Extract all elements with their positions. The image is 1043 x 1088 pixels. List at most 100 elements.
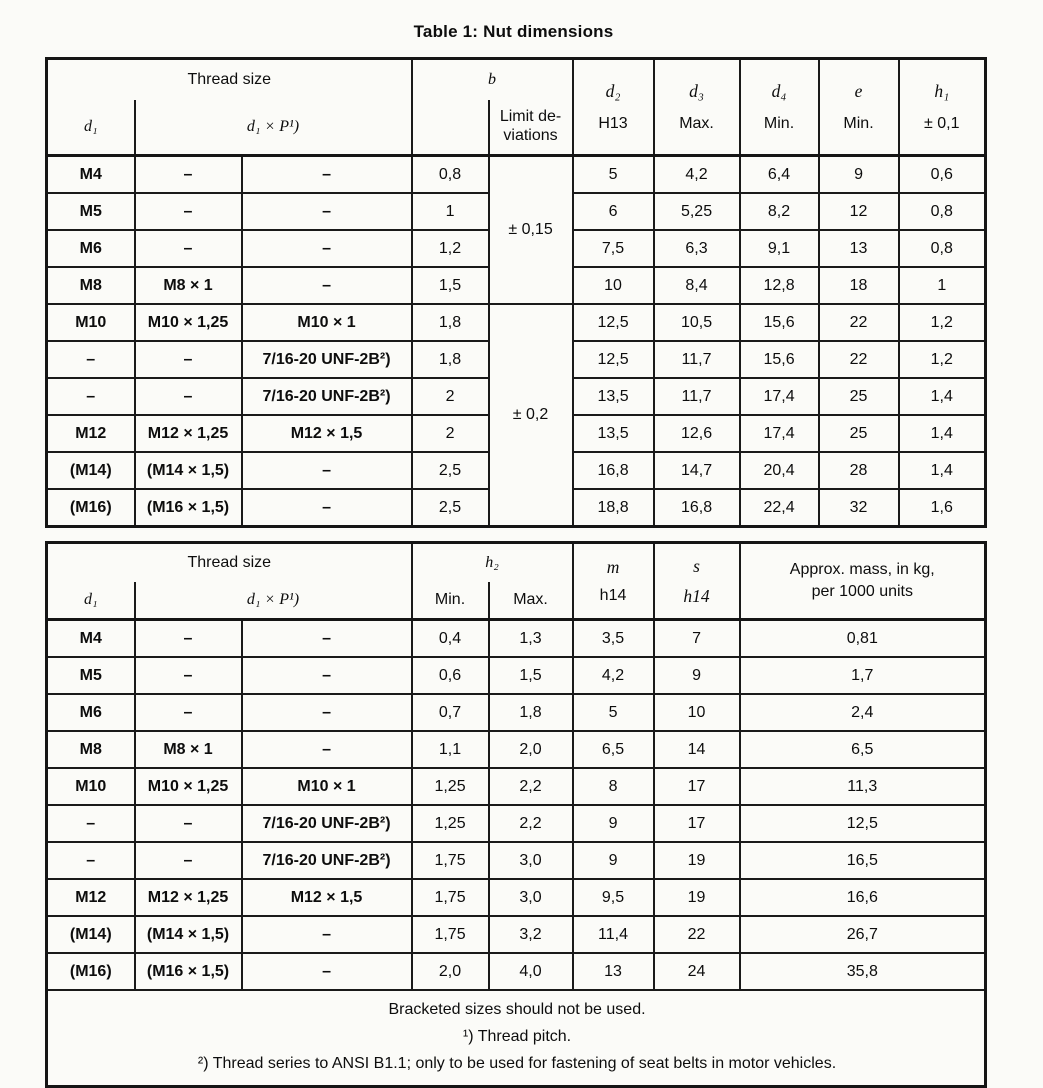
cell: 16,5 xyxy=(738,841,987,880)
cell: 15,6 xyxy=(738,340,820,379)
table-row: (M14) (M14 × 1,5) – 1,75 3,2 11,4 22 26,… xyxy=(45,915,987,954)
cell: 0,6 xyxy=(410,656,490,695)
cell: 2,4 xyxy=(738,693,987,732)
col-header-limit-deviations: Limit de- viations xyxy=(487,100,574,157)
cell: (M16) xyxy=(45,952,136,991)
limit-deviations-line1: Limit de- xyxy=(499,108,562,126)
cell: 1,8 xyxy=(410,303,490,342)
cell: M12 xyxy=(45,414,136,453)
col-header-d1xp: d₁ × P¹) xyxy=(133,582,413,621)
limit-deviation-merged-cell: ± 0,15 xyxy=(487,154,574,305)
cell: – xyxy=(240,915,413,954)
cell: 2,5 xyxy=(410,488,490,528)
cell: 13,5 xyxy=(571,377,655,416)
cell: 22 xyxy=(817,303,900,342)
cell: (M14) xyxy=(45,451,136,490)
cell: 6 xyxy=(571,192,655,231)
cell: 1,1 xyxy=(410,730,490,769)
nut-dimensions-table-1: Thread size b d₂ H13 d₃ Max. d₄ Min. e Min. … xyxy=(45,57,988,528)
cell: 8,4 xyxy=(652,266,741,305)
cell: M12 xyxy=(45,878,136,917)
col-header-d4-qualifier: Min. xyxy=(763,115,795,132)
cell: 4,2 xyxy=(652,154,741,194)
cell: 0,81 xyxy=(738,618,987,658)
table2-header-row-1: Thread size h₂ m h14 s h14 Approx. mass, i… xyxy=(45,541,987,621)
cell: 25 xyxy=(817,377,900,416)
cell: M8 xyxy=(45,730,136,769)
cell: M4 xyxy=(45,618,136,658)
cell: (M16) xyxy=(45,488,136,528)
table-row: (M16) (M16 × 1,5) – 2,5 18,8 16,8 22,4 3… xyxy=(45,488,987,528)
page-title: Table 1: Nut dimensions xyxy=(413,22,614,41)
cell: 1,75 xyxy=(410,878,490,917)
col-header-h1-tolerance: ± 0,1 xyxy=(924,115,960,132)
cell: – xyxy=(133,192,243,231)
table-row: M8 M8 × 1 – 1,5 10 8,4 12,8 18 1 xyxy=(45,266,987,305)
cell: 1,5 xyxy=(487,656,574,695)
col-header-s-symbol: h14 xyxy=(683,585,710,606)
footnotes-cell: Bracketed sizes should not be used. ¹) T… xyxy=(45,988,987,1088)
cell: 9 xyxy=(817,154,900,194)
col-group-h2: h₂ xyxy=(410,541,574,582)
col-header-d3-qualifier: Max. xyxy=(679,115,714,132)
table-row: M6 – – 0,7 1,8 5 10 2,4 xyxy=(45,693,987,732)
table-row: – – 7/16-20 UNF-2B²) 2 13,5 11,7 17,4 25… xyxy=(45,377,987,416)
cell: 3,2 xyxy=(487,915,574,954)
cell: 17 xyxy=(652,804,741,843)
cell: 0,7 xyxy=(410,693,490,732)
cell: – xyxy=(45,841,136,880)
cell: – xyxy=(240,192,413,231)
col-header-d4: d₄ Min. xyxy=(738,57,820,157)
cell: 1 xyxy=(410,192,490,231)
cell: – xyxy=(45,804,136,843)
cell: 1,4 xyxy=(897,377,987,416)
cell: 1,4 xyxy=(897,451,987,490)
cell: 9,5 xyxy=(571,878,655,917)
cell: 12,5 xyxy=(571,303,655,342)
cell: 22 xyxy=(817,340,900,379)
cell: 6,5 xyxy=(738,730,987,769)
cell: M8 × 1 xyxy=(133,266,243,305)
table2-header-row-2: d₁ d₁ × P¹) Min. Max. xyxy=(45,582,986,621)
col-group-thread-size: Thread size xyxy=(45,541,413,582)
cell: 9 xyxy=(571,841,655,880)
table-row: – – 7/16-20 UNF-2B²) 1,75 3,0 9 19 16,5 xyxy=(45,841,987,880)
cell: – xyxy=(133,618,243,658)
cell: – xyxy=(133,340,243,379)
cell: 2,5 xyxy=(410,451,490,490)
cell: 0,8 xyxy=(897,229,987,268)
cell: 6,4 xyxy=(738,154,820,194)
cell: 8 xyxy=(571,767,655,806)
nut-dimensions-table-2: Thread size h₂ m h14 s h14 Approx. mass, i… xyxy=(45,541,988,1088)
cell: 0,4 xyxy=(410,618,490,658)
table-row: M12 M12 × 1,25 M12 × 1,5 2 13,5 12,6 17,… xyxy=(45,414,987,453)
col-header-m: m h14 xyxy=(571,541,655,621)
cell: (M14 × 1,5) xyxy=(133,915,243,954)
cell: – xyxy=(240,229,413,268)
table-row: (M14) (M14 × 1,5) – 2,5 16,8 14,7 20,4 2… xyxy=(45,451,987,490)
table-row: M10 M10 × 1,25 M10 × 1 1,25 2,2 8 17 11,… xyxy=(45,767,987,806)
col-header-m-tolerance: h14 xyxy=(599,587,627,604)
cell: 22,4 xyxy=(738,488,820,528)
cell: – xyxy=(133,154,243,194)
cell: – xyxy=(240,488,413,528)
cell: 26,7 xyxy=(738,915,987,954)
table-row: M5 – – 0,6 1,5 4,2 9 1,7 xyxy=(45,656,987,695)
cell: – xyxy=(240,952,413,991)
cell: M12 × 1,5 xyxy=(240,414,413,453)
cell: – xyxy=(133,229,243,268)
cell: 7/16-20 UNF-2B²) xyxy=(240,377,413,416)
cell: 10 xyxy=(652,693,741,732)
cell: 7 xyxy=(652,618,741,658)
cell: 6,3 xyxy=(652,229,741,268)
cell: 1,8 xyxy=(487,693,574,732)
cell: 9,1 xyxy=(738,229,820,268)
table-row: – – 7/16-20 UNF-2B²) 1,8 12,5 11,7 15,6 … xyxy=(45,340,987,379)
cell: 1,3 xyxy=(487,618,574,658)
cell: 12 xyxy=(817,192,900,231)
cell: 16,8 xyxy=(652,488,741,528)
cell: M12 × 1,25 xyxy=(133,878,243,917)
cell: 22 xyxy=(652,915,741,954)
col-header-e-qualifier: Min. xyxy=(843,115,874,132)
cell: 5,25 xyxy=(652,192,741,231)
